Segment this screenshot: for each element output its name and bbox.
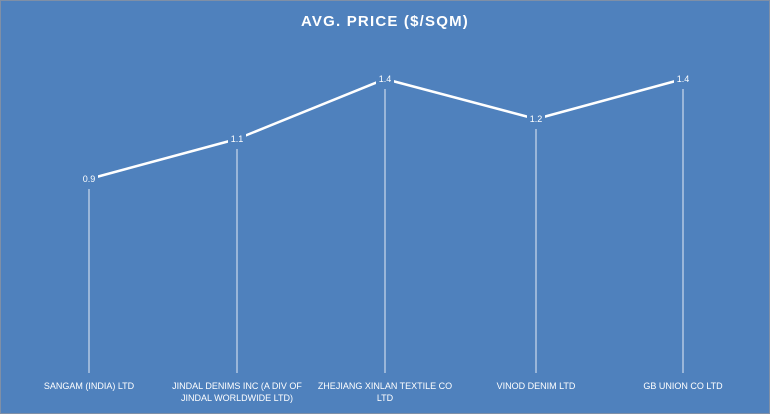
data-label: 1.4 [379,74,392,84]
category-label: LTD [377,393,394,403]
data-label-background [228,133,246,145]
category-label: VINOD DENIM LTD [497,381,576,391]
data-label: 1.2 [530,114,543,124]
data-label: 1.4 [677,74,690,84]
data-label-background [527,113,545,125]
category-label: GB UNION CO LTD [643,381,723,391]
data-label-background [80,173,98,185]
data-label: 1.1 [231,134,244,144]
data-label: 0.9 [83,174,96,184]
category-label: ZHEJIANG XINLAN TEXTILE CO [318,381,452,391]
category-label: JINDAL WORLDWIDE LTD) [181,393,293,403]
chart-title: AVG. PRICE ($/SQM) [300,13,469,30]
data-label-background [674,73,692,85]
series-line [88,77,684,181]
category-label: SANGAM (INDIA) LTD [44,381,135,391]
category-label: JINDAL DENIMS INC (A DIV OF [172,381,302,391]
data-label-background [376,73,394,85]
